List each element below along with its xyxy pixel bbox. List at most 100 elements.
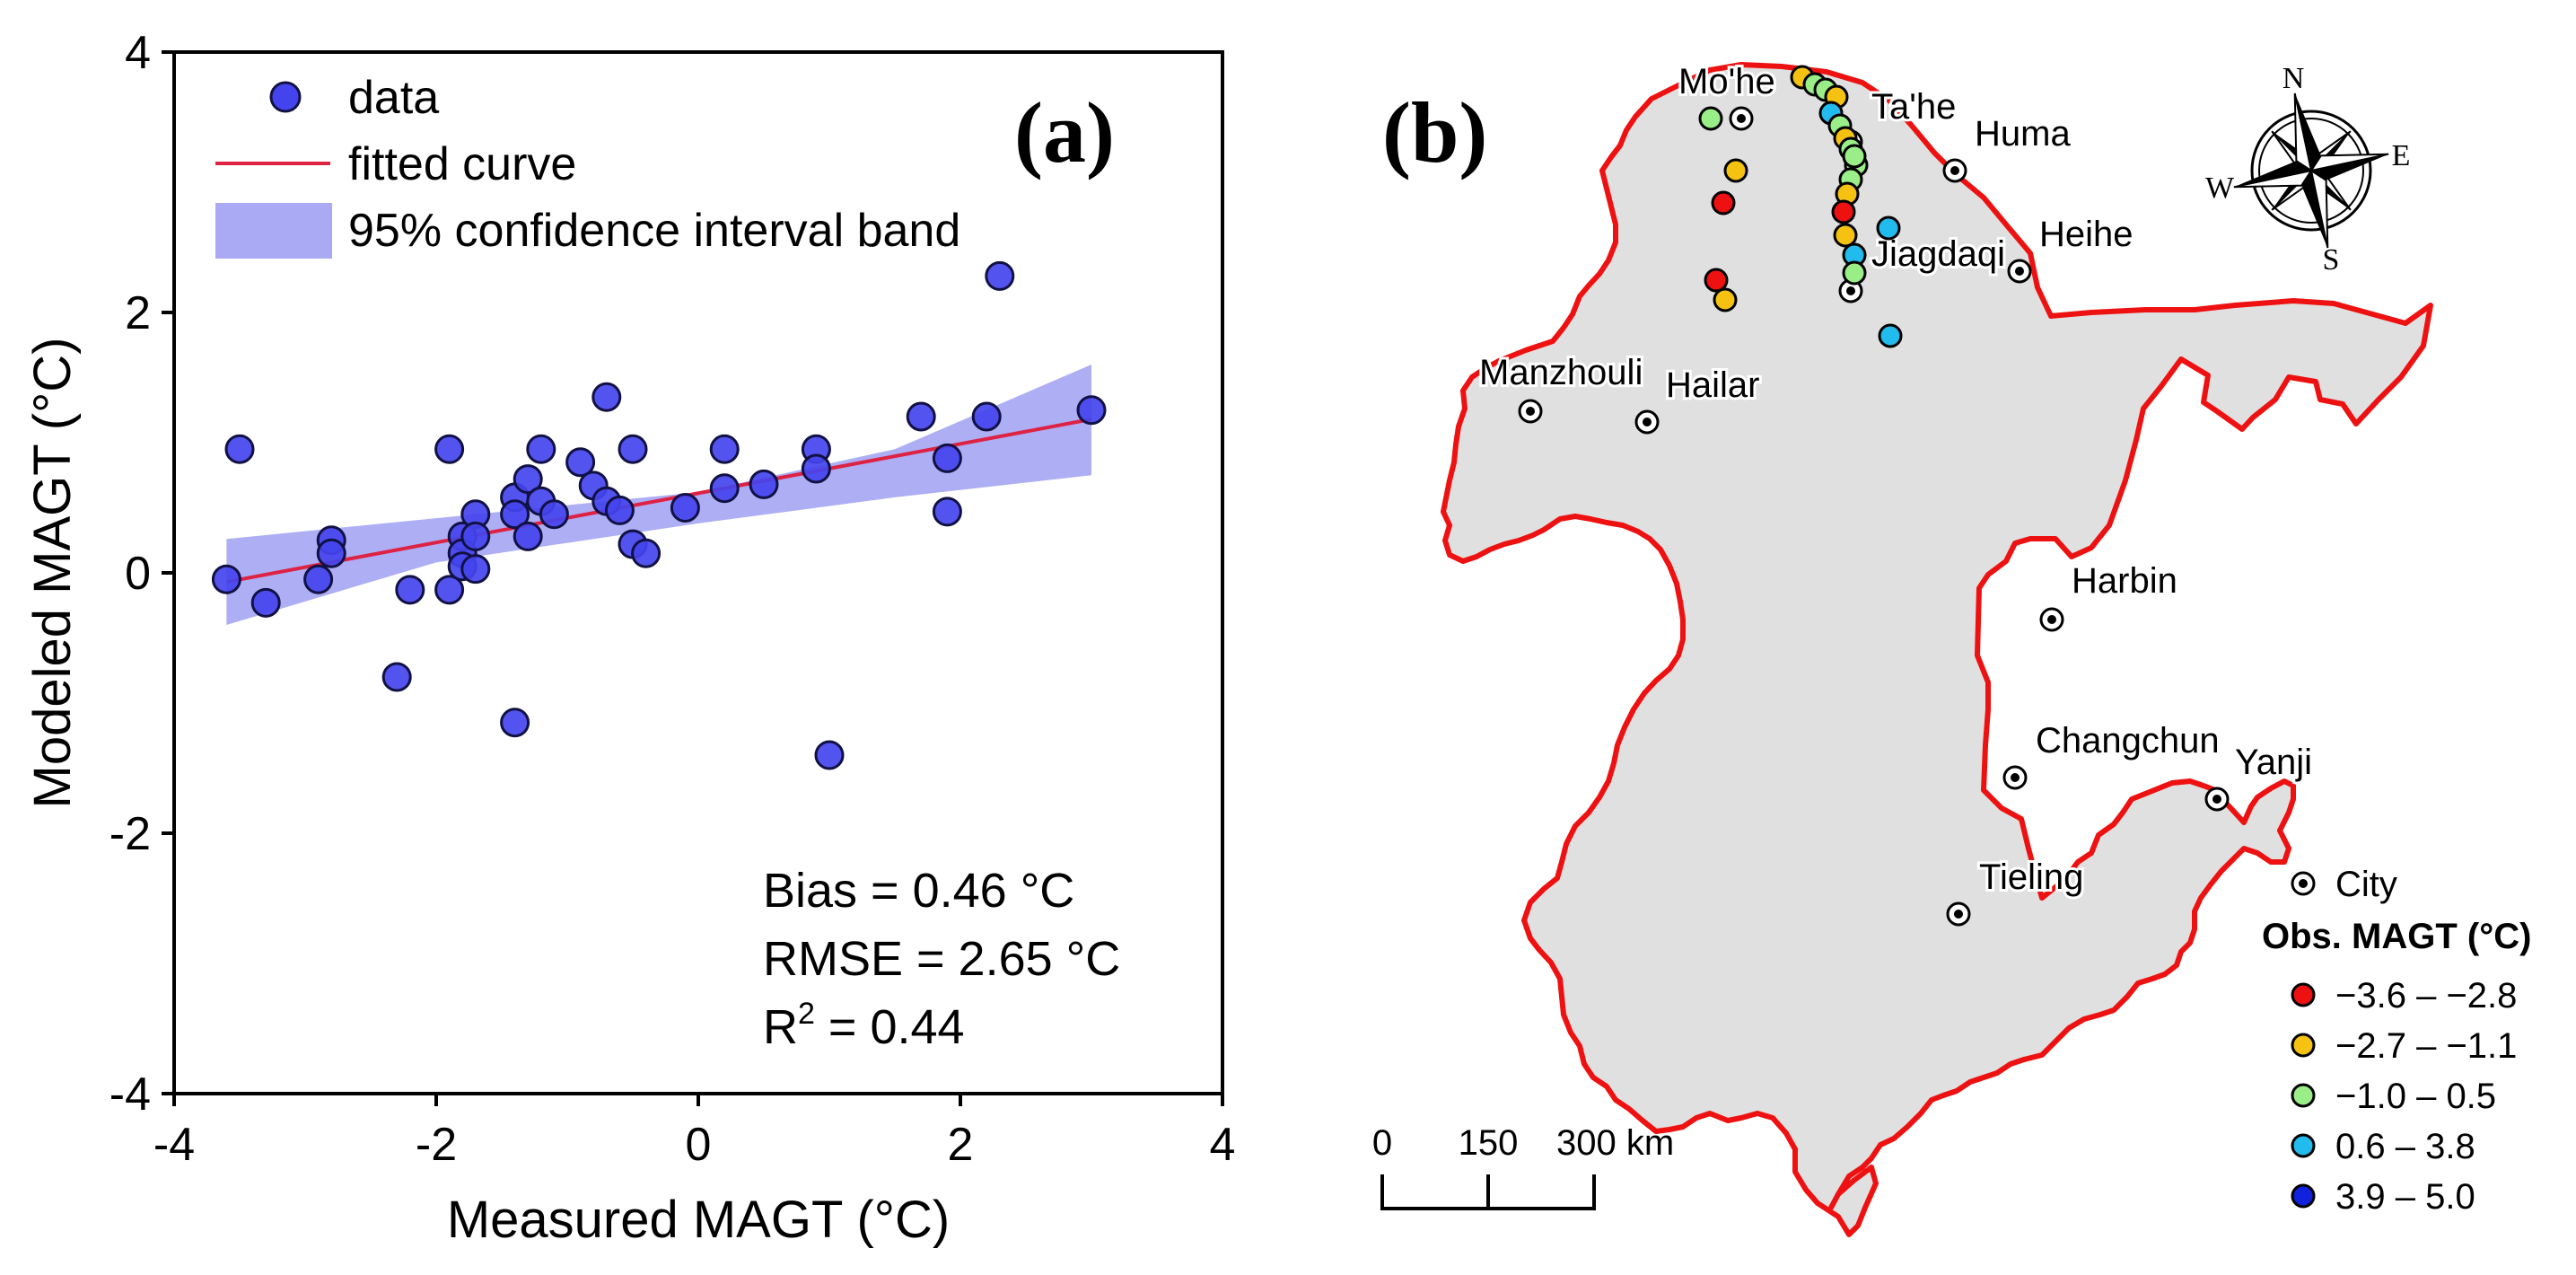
scatter-panel: -4 -2 0 2 4 -4 -2 0 2 4 Measured MAGT (°C) Modele… <box>23 27 1235 1249</box>
city-marker-dot <box>2011 773 2020 782</box>
data-point <box>631 538 662 568</box>
data-point <box>814 740 845 770</box>
x-tick-label: -2 <box>416 1119 457 1171</box>
scale-label-0: 0 <box>1372 1123 1392 1163</box>
compass-n: N <box>2282 62 2305 95</box>
city-marker-dot <box>1737 114 1746 123</box>
legend-class-marker <box>2291 1083 2316 1108</box>
y-tick-label: 4 <box>125 27 151 79</box>
compass-s: S <box>2323 243 2340 277</box>
legend-city-label: City <box>2335 865 2397 904</box>
data-point <box>1076 395 1107 426</box>
legend-data-label: data <box>348 72 439 124</box>
x-tick-label: -4 <box>153 1119 195 1171</box>
r2-prefix: R <box>763 1000 798 1054</box>
data-point <box>709 434 740 464</box>
data-point <box>513 464 543 495</box>
data-point <box>539 499 569 530</box>
y-tick-label: -4 <box>110 1068 151 1121</box>
data-point <box>500 499 530 530</box>
scale-label-150: 150 <box>1459 1123 1519 1163</box>
city-marker-dot <box>2015 267 2024 276</box>
obs-site-marker <box>1723 158 1748 183</box>
city-label: Harbin <box>2072 561 2177 601</box>
data-point <box>460 554 491 585</box>
compass-ring-outer <box>2250 110 2372 232</box>
r2-superscript: 2 <box>798 997 815 1031</box>
x-tick-label: 4 <box>1210 1119 1236 1171</box>
data-point <box>513 521 543 551</box>
data-point <box>434 434 465 464</box>
confidence-band <box>226 365 1091 625</box>
compass-rose: N E S W <box>2205 62 2410 277</box>
legend-class-label: −3.6 – −2.8 <box>2335 976 2517 1016</box>
legend-city-dot <box>2299 879 2308 888</box>
x-tick-label: 0 <box>686 1119 712 1171</box>
data-point <box>434 575 465 605</box>
legend-data-marker <box>269 81 302 113</box>
data-point <box>303 564 334 594</box>
city-label: Huma <box>1975 114 2071 154</box>
city-marker-dot <box>1950 166 1959 175</box>
city-marker-dot <box>2212 795 2221 804</box>
legend-class-marker <box>2291 1133 2316 1158</box>
data-point <box>500 708 530 738</box>
compass-star-main <box>2233 92 2389 249</box>
obs-site-marker <box>1878 323 1903 348</box>
data-point <box>709 473 740 504</box>
region-boundary <box>1441 62 2433 1237</box>
city-label: Hailar <box>1666 365 1759 405</box>
data-point <box>670 493 700 523</box>
legend: data fitted curve 95% confidence interva… <box>215 72 960 259</box>
panel-label-a: (a) <box>1014 84 1115 180</box>
bias-annotation: Bias = 0.46 °C <box>763 864 1074 918</box>
data-point <box>591 382 622 412</box>
data-point <box>906 401 936 432</box>
r2-annotation: R2 = 0.44 <box>763 997 965 1054</box>
legend-band-label: 95% confidence interval band <box>348 205 960 257</box>
city-label: Heihe <box>2039 215 2134 254</box>
data-point <box>250 587 281 618</box>
obs-site-marker <box>1833 223 1858 248</box>
scale-bar: 0 150 300 km <box>1372 1123 1674 1210</box>
data-point <box>224 434 255 464</box>
data-point <box>749 469 779 499</box>
x-axis-label: Measured MAGT (°C) <box>447 1191 950 1249</box>
y-tick-label: 0 <box>125 548 151 600</box>
map-legend: City Obs. MAGT (°C) −3.6 – −2.8 −2.7 – −1… <box>2262 865 2531 1217</box>
legend-class-marker <box>2291 1033 2316 1058</box>
legend-class-label: 0.6 – 3.8 <box>2335 1127 2475 1166</box>
r2-suffix: = 0.44 <box>815 1000 965 1054</box>
legend-class-marker <box>2291 982 2316 1007</box>
city-marker-dot <box>1954 910 1963 919</box>
data-point <box>460 521 491 551</box>
legend-class-marker <box>2291 1183 2316 1209</box>
rmse-annotation: RMSE = 2.65 °C <box>763 932 1120 986</box>
city-label: Tieling <box>1979 857 2083 897</box>
data-point <box>316 538 346 568</box>
compass-w: W <box>2205 171 2235 205</box>
legend-title: Obs. MAGT (°C) <box>2262 917 2531 956</box>
obs-site-marker <box>1831 199 1856 224</box>
obs-site-marker <box>1698 106 1723 131</box>
legend-fit-label: fitted curve <box>348 138 576 190</box>
x-tick-label: 2 <box>948 1119 974 1171</box>
data-point <box>604 495 635 525</box>
city-marker-dot <box>1643 418 1652 426</box>
data-point <box>395 575 425 605</box>
obs-site-marker <box>1711 190 1736 215</box>
city-label: Manzhouli <box>1479 353 1643 392</box>
data-point <box>801 453 831 484</box>
data-point <box>565 447 596 478</box>
data-point <box>932 443 962 473</box>
city-marker-dot <box>1846 286 1855 295</box>
obs-site-marker <box>1842 260 1867 286</box>
panel-label-b: (b) <box>1382 84 1487 180</box>
obs-site-marker <box>1842 144 1867 169</box>
data-point <box>971 401 1002 432</box>
y-tick-label: 2 <box>125 287 151 339</box>
y-axis-label: Modeled MAGT (°C) <box>23 338 82 809</box>
city-label: Mo'he <box>1678 62 1775 101</box>
legend-class-label: −1.0 – 0.5 <box>2335 1077 2496 1116</box>
city-label: Yanji <box>2235 743 2312 782</box>
